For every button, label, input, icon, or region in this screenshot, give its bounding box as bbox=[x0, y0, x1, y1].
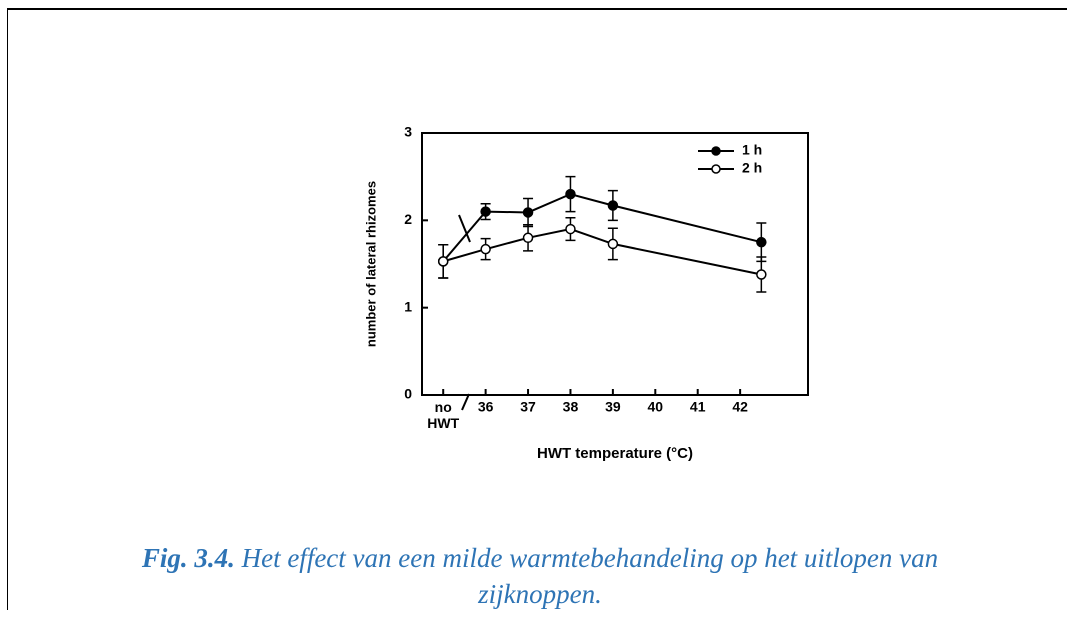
x-tick-label: 39 bbox=[605, 399, 621, 415]
series-line bbox=[442, 193, 762, 263]
x-tick-label: 36 bbox=[478, 399, 494, 415]
x-tick-label: 40 bbox=[648, 399, 664, 415]
legend-label: 1 h bbox=[742, 142, 762, 158]
y-tick-label: 1 bbox=[404, 298, 412, 314]
data-point bbox=[480, 243, 491, 255]
y-axis-label: number of lateral rhizomes bbox=[363, 181, 378, 347]
frame-line bbox=[7, 8, 8, 610]
y-tick-label: 3 bbox=[404, 124, 412, 140]
data-point bbox=[756, 236, 767, 248]
y-tick-label: 2 bbox=[404, 211, 412, 227]
plot-frame bbox=[421, 132, 809, 396]
x-tick-label: 42 bbox=[732, 399, 748, 415]
legend-marker bbox=[711, 164, 721, 174]
data-point bbox=[607, 200, 619, 211]
x-tick-label: 38 bbox=[563, 399, 579, 415]
data-point bbox=[607, 238, 619, 250]
caption: Fig. 3.4. Het effect van een milde warmt… bbox=[80, 540, 1000, 612]
data-point bbox=[756, 269, 767, 280]
data-point bbox=[522, 207, 534, 218]
line-break bbox=[458, 214, 471, 243]
data-point bbox=[522, 232, 534, 244]
legend-marker bbox=[711, 146, 721, 156]
data-point bbox=[437, 256, 449, 267]
caption-text: Het effect van een milde warmtebehandeli… bbox=[241, 543, 939, 609]
data-point bbox=[480, 206, 491, 217]
legend-label: 2 h bbox=[742, 160, 762, 176]
x-axis-label: HWT temperature (°C) bbox=[537, 445, 693, 462]
x-tick-label: no HWT bbox=[427, 399, 460, 431]
axis-break bbox=[461, 393, 470, 411]
caption-label: Fig. 3.4. bbox=[141, 543, 235, 573]
x-tick-label: 37 bbox=[520, 399, 536, 415]
y-tick-label: 0 bbox=[404, 386, 412, 402]
data-point bbox=[565, 223, 576, 235]
x-tick-label: 41 bbox=[690, 399, 706, 415]
data-point bbox=[565, 188, 576, 200]
frame-line bbox=[8, 8, 1067, 10]
series-line bbox=[442, 228, 762, 276]
